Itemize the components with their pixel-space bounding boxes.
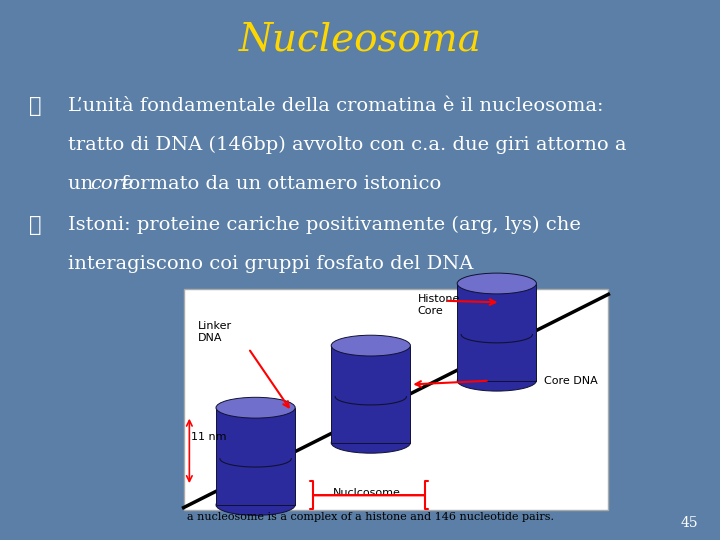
Text: Core DNA: Core DNA	[544, 376, 598, 386]
Text: interagiscono coi gruppi fosfato del DNA: interagiscono coi gruppi fosfato del DNA	[68, 255, 474, 273]
Text: Nucleosoma: Nucleosoma	[238, 22, 482, 59]
Ellipse shape	[457, 370, 536, 391]
Bar	[331, 346, 410, 443]
FancyBboxPatch shape	[184, 289, 608, 510]
Bar	[216, 408, 295, 505]
Text: un: un	[68, 175, 100, 193]
Text: Linker
DNA: Linker DNA	[198, 321, 232, 343]
Text: ❖: ❖	[29, 97, 41, 116]
Text: 45: 45	[681, 516, 698, 530]
Text: 11 nm: 11 nm	[191, 433, 226, 442]
Bar	[457, 284, 536, 381]
Ellipse shape	[331, 335, 410, 356]
Ellipse shape	[331, 433, 410, 453]
Text: tratto di DNA (146bp) avvolto con c.a. due giri attorno a: tratto di DNA (146bp) avvolto con c.a. d…	[68, 136, 627, 154]
Ellipse shape	[216, 495, 295, 515]
Text: Nuclcosome: Nuclcosome	[333, 488, 401, 498]
Text: formato da un ottamero istonico: formato da un ottamero istonico	[115, 175, 441, 193]
Text: Istoni: proteine cariche positivamente (arg, lys) che: Istoni: proteine cariche positivamente (…	[68, 216, 581, 234]
Text: ❖: ❖	[29, 216, 41, 235]
Text: a nucleosome is a complex of a histone and 146 nucleotide pairs.: a nucleosome is a complex of a histone a…	[187, 512, 554, 522]
Ellipse shape	[457, 273, 536, 294]
Ellipse shape	[216, 397, 295, 418]
Text: L’unità fondamentale della cromatina è il nucleosoma:: L’unità fondamentale della cromatina è i…	[68, 97, 604, 115]
Text: core: core	[90, 175, 134, 193]
Text: Histone
Core: Histone Core	[418, 294, 460, 316]
